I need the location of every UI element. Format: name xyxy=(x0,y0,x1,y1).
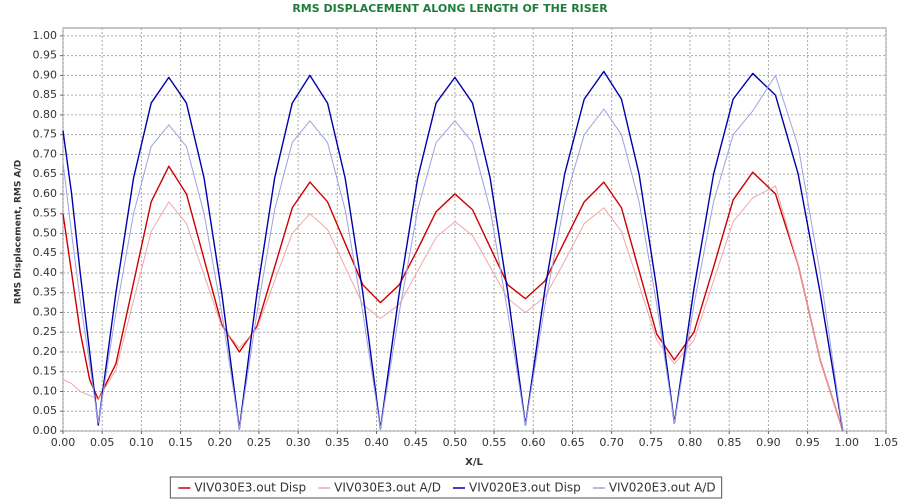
x-tick-label: 0.10 xyxy=(129,436,154,449)
x-tick-label: 0.60 xyxy=(521,436,546,449)
series-line xyxy=(62,70,844,432)
x-tick-label: 0.20 xyxy=(208,436,233,449)
y-tick-label: 1.00 xyxy=(33,29,58,42)
y-tick-label: 0.75 xyxy=(33,128,58,141)
legend-label: VIV030E3.out Disp xyxy=(194,481,306,495)
y-tick-label: 0.00 xyxy=(33,424,58,437)
y-tick-label: 0.80 xyxy=(33,108,58,121)
y-tick-label: 0.70 xyxy=(33,147,58,160)
y-tick-label: 0.95 xyxy=(33,49,58,62)
y-tick-label: 0.10 xyxy=(33,384,58,397)
x-tick-label: 0.75 xyxy=(639,436,664,449)
y-tick-label: 0.30 xyxy=(33,305,58,318)
x-tick-label: 0.40 xyxy=(364,436,389,449)
y-tick-label: 0.15 xyxy=(33,365,58,378)
y-tick-label: 0.60 xyxy=(33,187,58,200)
x-tick-label: 1.05 xyxy=(874,436,899,449)
x-tick-label: 0.45 xyxy=(403,436,428,449)
y-tick-label: 0.65 xyxy=(33,167,58,180)
legend-box xyxy=(169,476,723,499)
x-tick-label: 0.95 xyxy=(795,436,820,449)
y-tick-label: 0.35 xyxy=(33,286,58,299)
x-tick-label: 0.80 xyxy=(678,436,703,449)
legend-label: VIV020E3.out A/D xyxy=(609,481,716,495)
legend-label: VIV020E3.out Disp xyxy=(469,481,581,495)
y-tick-label: 0.05 xyxy=(33,404,58,417)
x-tick-label: 0.25 xyxy=(247,436,272,449)
x-tick-label: 1.00 xyxy=(835,436,860,449)
y-axis-label: RMS Displacement, RMS A/D xyxy=(14,160,24,304)
series-line xyxy=(62,185,844,432)
chart-title: RMS DISPLACEMENT ALONG LENGTH OF THE RIS… xyxy=(292,2,608,15)
legend: VIV030E3.out Disp VIV030E3.out A/D VIV020E… xyxy=(169,476,723,499)
y-tick-label: 0.50 xyxy=(33,226,58,239)
y-tick-label: 0.40 xyxy=(33,266,58,279)
y-tick-label: 0.25 xyxy=(33,325,58,338)
y-tick-label: 0.85 xyxy=(33,88,58,101)
x-tick-label: 0.50 xyxy=(443,436,468,449)
x-tick-label: 0.05 xyxy=(90,436,115,449)
y-tick-label: 0.90 xyxy=(33,68,58,81)
legend-label: VIV030E3.out A/D xyxy=(334,481,441,495)
x-axis-label: X/L xyxy=(465,457,483,468)
y-tick-label: 0.20 xyxy=(33,345,58,358)
plot-area xyxy=(62,27,887,432)
x-tick-label: 0.55 xyxy=(482,436,507,449)
y-tick-label: 0.45 xyxy=(33,246,58,259)
x-tick-label: 0.65 xyxy=(560,436,585,449)
y-tick-label: 0.55 xyxy=(33,207,58,220)
x-tick-label: 0.35 xyxy=(325,436,350,449)
x-tick-label: 0.00 xyxy=(51,436,76,449)
series-line xyxy=(62,74,844,432)
x-tick-label: 0.15 xyxy=(168,436,193,449)
x-tick-label: 0.90 xyxy=(756,436,781,449)
x-tick-label: 0.70 xyxy=(599,436,624,449)
x-tick-label: 0.85 xyxy=(717,436,742,449)
x-tick-label: 0.30 xyxy=(286,436,311,449)
